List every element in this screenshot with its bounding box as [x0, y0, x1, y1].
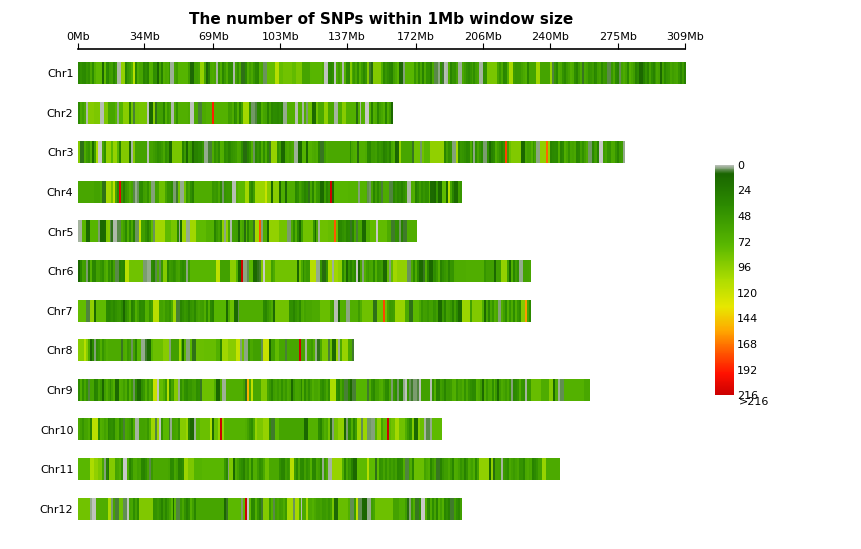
- Title: The number of SNPs within 1Mb window size: The number of SNPs within 1Mb window siz…: [189, 12, 573, 27]
- Text: >216: >216: [738, 397, 768, 407]
